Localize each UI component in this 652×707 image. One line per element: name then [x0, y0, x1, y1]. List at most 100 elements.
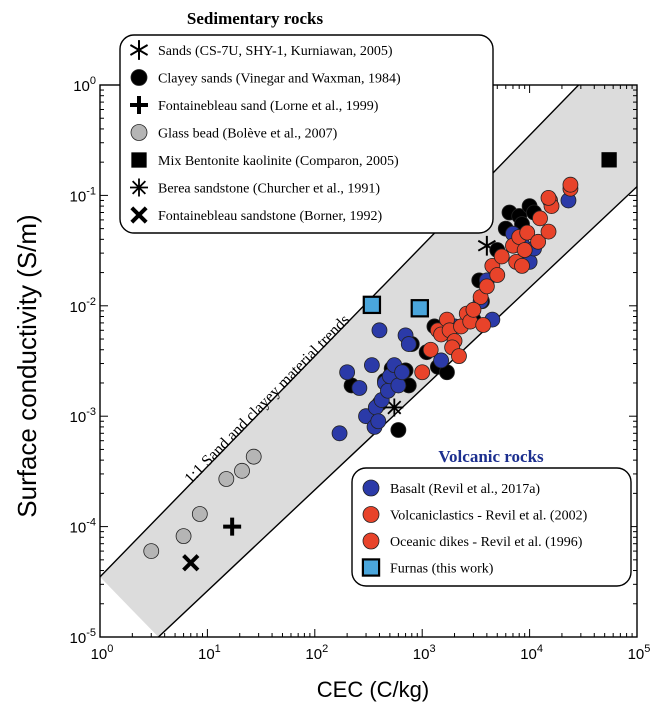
data-point — [519, 224, 536, 241]
y-tick-base: 10 — [70, 630, 87, 647]
data-point — [234, 462, 250, 479]
data-points-layer — [143, 152, 617, 572]
data-point — [351, 380, 368, 396]
legend-marker — [130, 206, 148, 224]
data-point — [182, 554, 200, 572]
data-point — [433, 352, 450, 369]
y-tick-base: 10 — [70, 409, 87, 426]
data-point — [601, 152, 617, 168]
legend-heading-0: Sedimentary rocks — [187, 9, 324, 28]
y-tick-exponent: -4 — [86, 517, 96, 529]
x-tick-exponent: 0 — [107, 643, 113, 655]
y-axis-title: Surface conductivity (S/m) — [12, 214, 42, 517]
data-point — [516, 242, 533, 258]
data-point — [478, 278, 495, 295]
legend-marker — [362, 506, 380, 523]
series-1-3 — [362, 295, 430, 318]
x-tick-label: 101 — [198, 643, 221, 663]
data-point-shape — [489, 267, 506, 283]
data-point-shape — [371, 322, 388, 339]
data-point — [532, 210, 548, 227]
data-point-shape — [562, 176, 579, 193]
data-point — [385, 398, 404, 417]
x-tick-exponent: 4 — [537, 643, 543, 655]
x-tick-label: 100 — [91, 643, 114, 663]
y-tick-label: 10-3 — [70, 406, 96, 426]
data-point-shape — [465, 301, 482, 318]
data-point — [339, 364, 356, 381]
data-point-shape — [182, 554, 200, 572]
series-0-5 — [385, 398, 404, 417]
data-point — [362, 295, 382, 315]
legend-marker-shape — [130, 96, 148, 114]
y-tick-label: 10-5 — [70, 627, 96, 647]
legend-marker-shape — [131, 152, 147, 168]
data-point-shape — [451, 348, 467, 365]
data-point-shape — [394, 364, 411, 381]
data-point-shape — [362, 295, 382, 315]
data-point-shape — [234, 462, 250, 479]
x-tick-base: 10 — [628, 646, 645, 663]
x-tick-label: 103 — [413, 643, 436, 663]
legend-box-0 — [119, 34, 494, 234]
x-tick-exponent: 3 — [429, 643, 435, 655]
legend-marker — [362, 532, 380, 550]
data-point-shape — [410, 299, 430, 318]
x-tick-label: 105 — [628, 643, 651, 663]
legend-marker — [131, 152, 147, 168]
x-tick-exponent: 2 — [322, 643, 328, 655]
legend-entry-label: Fontainebleau sand (Lorne et al., 1999) — [158, 99, 379, 114]
data-point-shape — [390, 422, 407, 438]
data-point-shape — [363, 357, 380, 374]
data-point — [477, 235, 496, 256]
legend-marker — [130, 69, 148, 86]
series-0-2 — [223, 517, 242, 536]
data-point-shape — [601, 152, 617, 168]
x-tick-exponent: 1 — [215, 643, 221, 655]
data-point-shape — [422, 341, 439, 358]
y-tick-base: 10 — [70, 520, 87, 537]
y-tick-label: 10-1 — [70, 185, 96, 205]
data-point-shape — [175, 528, 192, 545]
y-tick-base: 10 — [70, 299, 87, 316]
data-point — [514, 257, 530, 274]
x-tick-base: 10 — [198, 646, 215, 663]
data-point-shape — [385, 398, 404, 417]
series-0-4 — [601, 152, 617, 168]
data-point — [400, 336, 417, 352]
data-point-shape — [390, 377, 407, 394]
x-tick-exponent: 5 — [644, 643, 650, 655]
data-point-shape — [191, 506, 208, 522]
data-point-shape — [218, 471, 235, 487]
legend-marker — [130, 178, 148, 197]
legend-marker-shape — [130, 178, 148, 197]
y-tick-label: 10-4 — [70, 517, 96, 537]
legend-marker — [130, 124, 148, 141]
data-point — [245, 448, 262, 465]
data-point-shape — [478, 278, 495, 295]
legend-entry-label: Oceanic dikes - Revil et al. (1996) — [390, 535, 583, 550]
data-point — [414, 364, 431, 381]
legend-marker-shape — [362, 479, 380, 497]
data-point-shape — [477, 235, 496, 256]
legend-entry-label: Mix Bentonite kaolinite (Comparon, 2005) — [158, 154, 399, 169]
legend-marker-shape — [130, 69, 148, 86]
legend-marker — [129, 40, 149, 60]
legend-marker — [130, 96, 148, 114]
data-point — [331, 425, 348, 442]
series-1-2 — [444, 176, 579, 365]
data-point-shape — [475, 317, 492, 333]
data-point — [191, 506, 208, 522]
legend-marker — [362, 479, 380, 497]
data-point — [562, 176, 579, 193]
data-point — [475, 317, 492, 333]
data-point-shape — [540, 223, 557, 240]
data-point — [465, 301, 482, 318]
y-tick-base: 10 — [73, 78, 90, 95]
x-tick-base: 10 — [305, 646, 322, 663]
data-point-shape — [540, 189, 557, 206]
data-point — [371, 322, 388, 339]
data-point — [410, 299, 430, 318]
y-tick-exponent: -1 — [86, 185, 96, 197]
data-point — [422, 341, 439, 358]
